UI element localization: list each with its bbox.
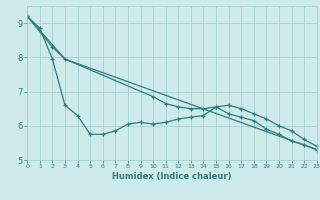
X-axis label: Humidex (Indice chaleur): Humidex (Indice chaleur)	[112, 172, 232, 181]
